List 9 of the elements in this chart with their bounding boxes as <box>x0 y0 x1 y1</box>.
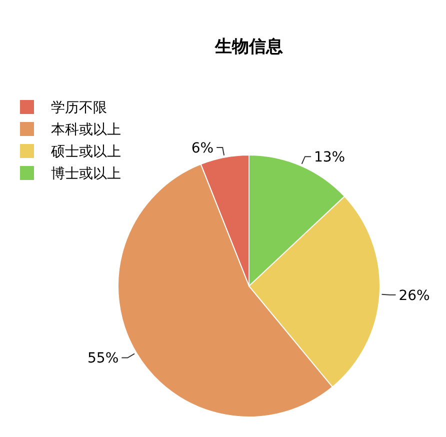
data-label: 26% <box>398 288 430 304</box>
legend-label: 博士或以上 <box>51 166 121 182</box>
legend-label: 硕士或以上 <box>50 144 121 160</box>
data-label: 55% <box>88 350 119 367</box>
data-label: 13% <box>314 149 346 166</box>
data-label: 6% <box>191 140 214 156</box>
chart-title: 生物信息 <box>214 36 283 57</box>
legend-label: 本科或以上 <box>51 122 121 138</box>
legend-label: 学历不限 <box>51 100 107 116</box>
